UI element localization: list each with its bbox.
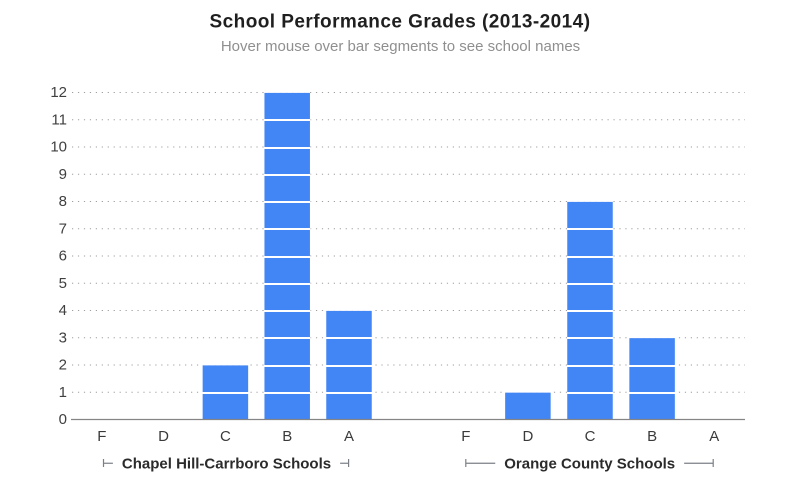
svg-text:0: 0 <box>59 411 67 428</box>
svg-text:7: 7 <box>59 220 67 237</box>
svg-text:1: 1 <box>59 384 67 401</box>
svg-text:C: C <box>585 428 596 445</box>
svg-text:B: B <box>282 428 292 445</box>
svg-text:8: 8 <box>59 193 67 210</box>
svg-text:3: 3 <box>59 329 67 346</box>
svg-text:4: 4 <box>59 302 67 319</box>
svg-text:F: F <box>461 428 470 445</box>
svg-text:9: 9 <box>59 166 67 183</box>
svg-text:B: B <box>647 428 657 445</box>
svg-text:A: A <box>344 428 354 445</box>
svg-text:F: F <box>97 428 106 445</box>
svg-text:D: D <box>158 428 169 445</box>
svg-text:11: 11 <box>51 111 67 128</box>
svg-text:C: C <box>220 428 231 445</box>
svg-text:D: D <box>522 428 533 445</box>
svg-text:A: A <box>709 428 719 445</box>
svg-text:Orange County Schools: Orange County Schools <box>504 456 675 473</box>
svg-text:10: 10 <box>50 139 67 156</box>
svg-text:12: 12 <box>50 84 67 101</box>
svg-text:Hover mouse over bar segments: Hover mouse over bar segments to see sch… <box>221 38 580 55</box>
svg-text:Chapel Hill-Carrboro Schools: Chapel Hill-Carrboro Schools <box>122 456 331 473</box>
svg-text:6: 6 <box>59 248 67 265</box>
svg-text:5: 5 <box>59 275 67 292</box>
svg-text:2: 2 <box>59 357 67 374</box>
svg-text:School Performance Grades (201: School Performance Grades (2013-2014) <box>210 12 591 33</box>
